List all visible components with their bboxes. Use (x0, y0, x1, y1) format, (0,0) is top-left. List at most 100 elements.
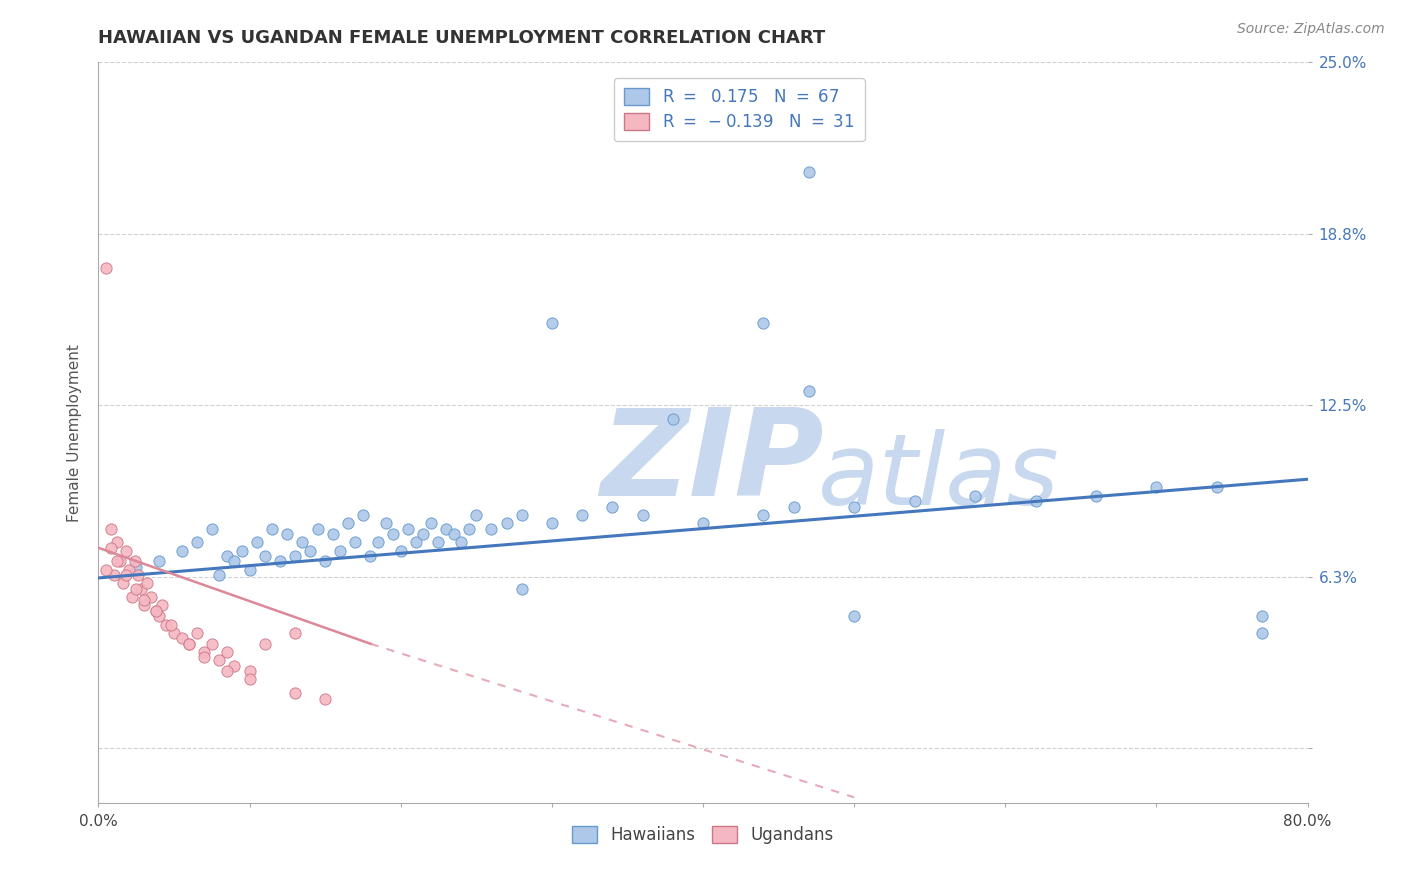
Point (186, 535, 208, 549)
Point (121, 590, 143, 604)
Point (135, 576, 157, 591)
Point (179, 637, 201, 651)
Point (239, 563, 262, 577)
Point (322, 527, 344, 541)
Point (186, 625, 208, 640)
Point (797, 384, 820, 399)
Point (114, 568, 136, 582)
Point (100, 522, 122, 536)
Point (262, 522, 284, 536)
Point (481, 522, 503, 536)
Point (224, 658, 246, 673)
Point (94, 563, 117, 577)
Point (692, 516, 714, 530)
Point (125, 582, 148, 596)
Point (307, 522, 329, 536)
Point (208, 653, 231, 667)
Point (1206, 480, 1229, 494)
Point (797, 165, 820, 179)
Point (434, 522, 457, 536)
Point (215, 549, 238, 563)
Legend: Hawaiians, Ugandans: Hawaiians, Ugandans (562, 815, 844, 854)
Point (231, 543, 253, 558)
Point (201, 522, 224, 536)
Point (405, 535, 427, 549)
Point (193, 650, 215, 665)
Point (132, 593, 155, 607)
Point (253, 549, 276, 563)
Point (457, 522, 479, 536)
Point (540, 516, 562, 530)
Point (329, 543, 352, 558)
Point (111, 576, 134, 591)
Point (215, 645, 238, 659)
Point (367, 535, 389, 549)
Point (752, 508, 775, 522)
Point (1251, 625, 1274, 640)
Point (170, 543, 193, 558)
Point (571, 508, 593, 522)
Point (374, 516, 396, 530)
Point (239, 673, 262, 687)
Point (224, 554, 246, 568)
Point (103, 568, 125, 582)
Point (314, 554, 336, 568)
Point (389, 543, 412, 558)
Point (129, 582, 152, 596)
Point (510, 508, 533, 522)
Point (276, 527, 298, 541)
Point (155, 617, 177, 632)
Point (540, 316, 562, 330)
Point (1024, 494, 1046, 508)
Point (141, 590, 163, 604)
Point (118, 563, 141, 577)
Point (148, 554, 170, 568)
Text: atlas: atlas (818, 428, 1060, 525)
Text: Source: ZipAtlas.com: Source: ZipAtlas.com (1237, 22, 1385, 37)
Point (412, 527, 434, 541)
Point (114, 543, 136, 558)
Point (420, 516, 443, 530)
Point (127, 568, 149, 582)
Point (145, 604, 167, 618)
Point (284, 625, 307, 640)
Point (132, 599, 155, 613)
Point (510, 582, 533, 596)
Point (344, 535, 367, 549)
Point (495, 516, 517, 530)
Point (246, 535, 269, 549)
Point (904, 494, 927, 508)
Point (100, 541, 122, 555)
Point (170, 632, 193, 646)
Point (783, 500, 806, 514)
Point (1251, 609, 1274, 624)
Point (201, 637, 224, 651)
Point (427, 535, 450, 549)
Point (208, 568, 231, 582)
Point (163, 625, 186, 640)
Point (215, 664, 238, 678)
Point (844, 500, 866, 514)
Point (253, 637, 276, 651)
Point (631, 508, 654, 522)
Point (125, 560, 148, 574)
Point (443, 527, 465, 541)
Point (396, 522, 419, 536)
Point (291, 535, 314, 549)
Point (752, 316, 775, 330)
Point (352, 508, 374, 522)
Point (239, 664, 262, 678)
Point (336, 516, 359, 530)
Point (160, 617, 183, 632)
Point (602, 500, 624, 514)
Point (299, 543, 322, 558)
Point (105, 554, 128, 568)
Point (965, 489, 987, 503)
Point (661, 412, 683, 426)
Point (124, 554, 146, 568)
Point (314, 691, 336, 706)
Point (382, 527, 405, 541)
Point (105, 535, 128, 549)
Point (269, 554, 291, 568)
Point (450, 535, 472, 549)
